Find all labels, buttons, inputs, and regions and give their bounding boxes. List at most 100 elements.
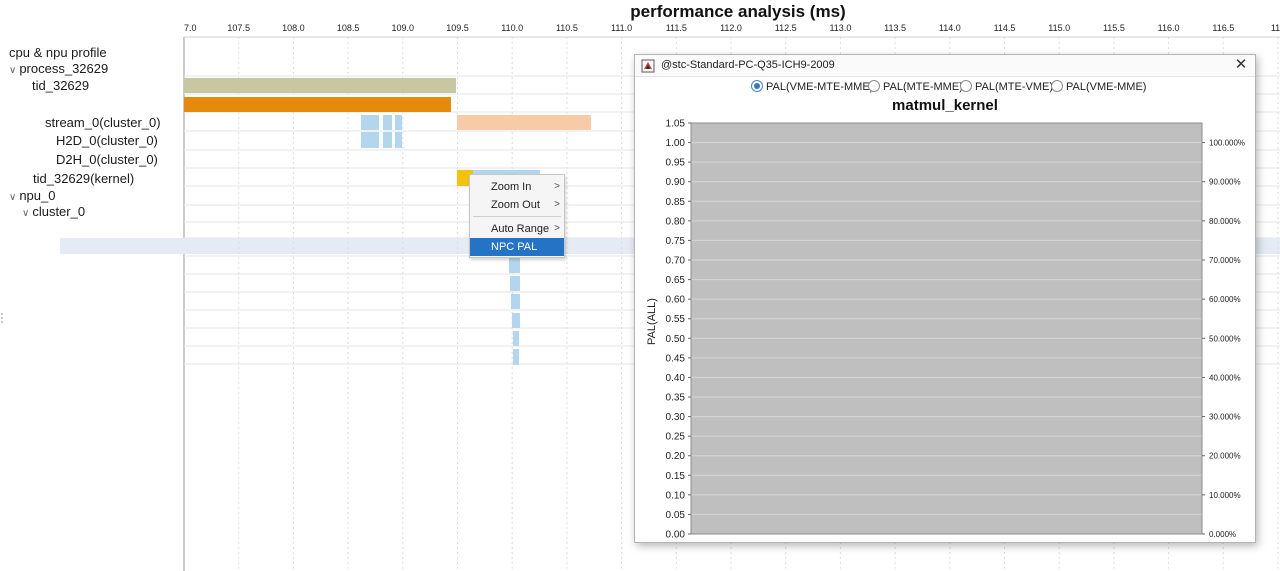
- event-block-npu[interactable]: [511, 294, 520, 309]
- menu-item-label: Zoom Out: [491, 199, 540, 211]
- event-block-h2d[interactable]: [395, 132, 402, 148]
- y-tick-label: 0.35: [666, 393, 686, 404]
- splitter-handle[interactable]: [1, 317, 3, 319]
- radio-label: PAL(MTE-VME): [975, 81, 1054, 93]
- y-tick-label: 0.10: [666, 490, 686, 501]
- radio-checked-icon: [751, 80, 763, 92]
- chevron-down-icon[interactable]: ∨: [9, 65, 17, 76]
- tree-item[interactable]: H2D_0(cluster_0): [56, 133, 158, 149]
- splitter-handle[interactable]: [1, 313, 3, 315]
- y-tick-label: 0.50: [666, 334, 686, 345]
- tree-item-label: cluster_0: [32, 204, 86, 219]
- event-block-h2d[interactable]: [383, 132, 392, 148]
- x-tick-label: 113.5: [884, 23, 906, 33]
- tree-item-label: npu_0: [19, 188, 56, 203]
- x-tick-label: 114.5: [994, 23, 1016, 33]
- x-tick-label: 108.0: [282, 23, 305, 33]
- x-tick-label: 115.5: [1103, 23, 1125, 33]
- event-block-npu[interactable]: [510, 276, 520, 291]
- y-tick-label: 0.25: [666, 432, 686, 443]
- x-tick-label: 117: [1271, 23, 1280, 33]
- event-block-h2d[interactable]: [361, 132, 379, 148]
- tree-item-label: tid_32629(kernel): [33, 171, 135, 186]
- chevron-down-icon[interactable]: ∨: [22, 208, 30, 219]
- y-tick-label: 1.00: [666, 138, 686, 149]
- radio-pal-mte-mme[interactable]: PAL(MTE-MME): [868, 80, 963, 94]
- chevron-right-icon: >: [554, 181, 560, 192]
- event-block-npu[interactable]: [513, 331, 519, 346]
- y2-tick-label: 80.000%: [1209, 217, 1241, 226]
- menu-item-label: Zoom In: [491, 181, 532, 193]
- y-tick-label: 0.20: [666, 451, 686, 462]
- context-menu[interactable]: Zoom In > Zoom Out > Auto Range > NPC PA…: [469, 174, 565, 258]
- y-tick-label: 0.00: [666, 530, 686, 541]
- java-app-icon: [641, 59, 655, 73]
- menu-item-zoom-in[interactable]: Zoom In >: [470, 178, 564, 196]
- menu-separator: [473, 216, 561, 217]
- tree-item-label: cpu & npu profile: [9, 45, 107, 60]
- y2-tick-label: 50.000%: [1209, 334, 1241, 343]
- pal-chart-title: matmul_kernel: [892, 97, 998, 114]
- y-tick-label: 0.30: [666, 412, 686, 423]
- close-icon[interactable]: ✕: [1234, 56, 1248, 73]
- tree-item[interactable]: cpu & npu profile: [9, 45, 107, 61]
- y-tick-label: 0.70: [666, 256, 686, 267]
- pal-mode-radio-group: PAL(VME-MTE-MME) PAL(MTE-MME) PAL(MTE-VM…: [635, 79, 1255, 97]
- x-tick-label: 114.0: [939, 23, 961, 33]
- x-tick-label: 111.5: [666, 23, 687, 33]
- menu-item-npc-pal[interactable]: NPC PAL: [470, 238, 564, 256]
- radio-pal-mte-vme[interactable]: PAL(MTE-VME): [960, 80, 1053, 94]
- event-block-npu[interactable]: [513, 349, 519, 365]
- x-tick-label: 116.0: [1158, 23, 1180, 33]
- tree-item-label: process_32629: [19, 61, 109, 76]
- tree-item-label: tid_32629: [32, 78, 90, 93]
- x-tick-label: 107.5: [227, 23, 250, 33]
- y-tick-label: 0.45: [666, 353, 686, 364]
- event-block-npu[interactable]: [509, 258, 520, 273]
- x-tick-label: 115.0: [1048, 23, 1070, 33]
- x-tick-label: 109.0: [392, 23, 415, 33]
- tree-item[interactable]: ∨ process_32629: [9, 61, 108, 79]
- tree-item[interactable]: D2H_0(cluster_0): [56, 152, 158, 168]
- y2-tick-label: 40.000%: [1209, 373, 1241, 382]
- y2-tick-label: 70.000%: [1209, 256, 1241, 265]
- tree-item-label: H2D_0(cluster_0): [56, 133, 158, 148]
- tree-item-label: stream_0(cluster_0): [45, 115, 161, 130]
- splitter-handle[interactable]: [1, 321, 3, 323]
- menu-item-zoom-out[interactable]: Zoom Out >: [470, 196, 564, 214]
- event-block-stream[interactable]: [395, 115, 402, 130]
- tree-item[interactable]: tid_32629: [32, 78, 89, 94]
- tree-item[interactable]: stream_0(cluster_0): [45, 115, 161, 131]
- tree-item[interactable]: ∨ npu_0: [9, 188, 55, 206]
- pal-dialog[interactable]: @stc-Standard-PC-Q35-ICH9-2009 ✕ PAL(VME…: [634, 54, 1256, 543]
- y-tick-label: 0.95: [666, 158, 686, 169]
- y-axis-label: PAL(ALL): [646, 298, 658, 345]
- y-tick-label: 0.85: [666, 197, 686, 208]
- event-bar-stream[interactable]: [457, 115, 591, 130]
- chart-title: performance analysis (ms): [630, 2, 845, 21]
- pal-chart[interactable]: 1.05 1.00 0.95 0.90 0.85 0.80 0.75 0.70 0.65 0.60…: [635, 115, 1255, 541]
- y2-tick-label: 0.000%: [1209, 530, 1236, 539]
- dialog-titlebar[interactable]: @stc-Standard-PC-Q35-ICH9-2009 ✕: [635, 55, 1255, 77]
- menu-item-auto-range[interactable]: Auto Range >: [470, 220, 564, 238]
- radio-label: PAL(VME-MTE-MME): [766, 81, 874, 93]
- event-bar-tid[interactable]: [184, 97, 451, 112]
- radio-unchecked-icon: [868, 80, 880, 92]
- radio-pal-vme-mme[interactable]: PAL(VME-MME): [1051, 80, 1146, 94]
- y-tick-label: 1.05: [666, 119, 686, 130]
- y2-tick-label: 30.000%: [1209, 413, 1241, 422]
- x-tick-label: 108.5: [337, 23, 360, 33]
- tree-item-label: D2H_0(cluster_0): [56, 152, 158, 167]
- event-bar-tid[interactable]: [184, 78, 456, 93]
- x-tick-label: 7.0: [184, 23, 197, 33]
- event-block-stream[interactable]: [361, 115, 379, 130]
- tree-item[interactable]: ∨ cluster_0: [22, 204, 85, 222]
- chevron-down-icon[interactable]: ∨: [9, 192, 17, 203]
- y-tick-label: 0.80: [666, 216, 686, 227]
- event-block-stream[interactable]: [383, 115, 392, 130]
- y2-tick-label: 10.000%: [1209, 491, 1241, 500]
- event-block-npu[interactable]: [512, 313, 520, 328]
- tree-item[interactable]: tid_32629(kernel): [33, 171, 134, 187]
- radio-pal-vme-mte-mme[interactable]: PAL(VME-MTE-MME): [751, 80, 873, 94]
- y-tick-label: 0.65: [666, 275, 686, 286]
